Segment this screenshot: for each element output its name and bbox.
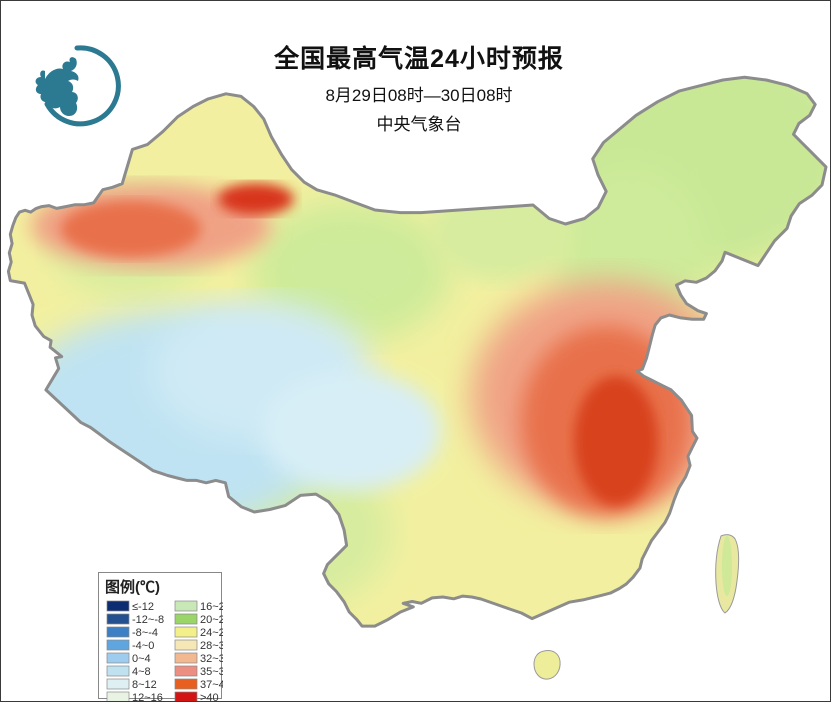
svg-text:≤-12: ≤-12 <box>132 601 154 613</box>
svg-text:20~24: 20~24 <box>200 614 223 626</box>
svg-text:28~32: 28~32 <box>200 640 223 652</box>
svg-text:35~37: 35~37 <box>200 666 223 678</box>
svg-text:4~8: 4~8 <box>132 666 151 678</box>
svg-text:16~20: 16~20 <box>200 601 223 613</box>
svg-text:>40: >40 <box>200 692 219 702</box>
svg-text:0~4: 0~4 <box>132 653 151 665</box>
svg-text:24~28: 24~28 <box>200 627 223 639</box>
svg-text:12~16: 12~16 <box>132 692 163 702</box>
svg-text:-8~-4: -8~-4 <box>132 627 158 639</box>
svg-text:32~35: 32~35 <box>200 653 223 665</box>
svg-text:-4~0: -4~0 <box>132 640 154 652</box>
svg-text:37~40: 37~40 <box>200 679 223 691</box>
svg-text:8~12: 8~12 <box>132 679 157 691</box>
svg-text:-12~-8: -12~-8 <box>132 614 164 626</box>
